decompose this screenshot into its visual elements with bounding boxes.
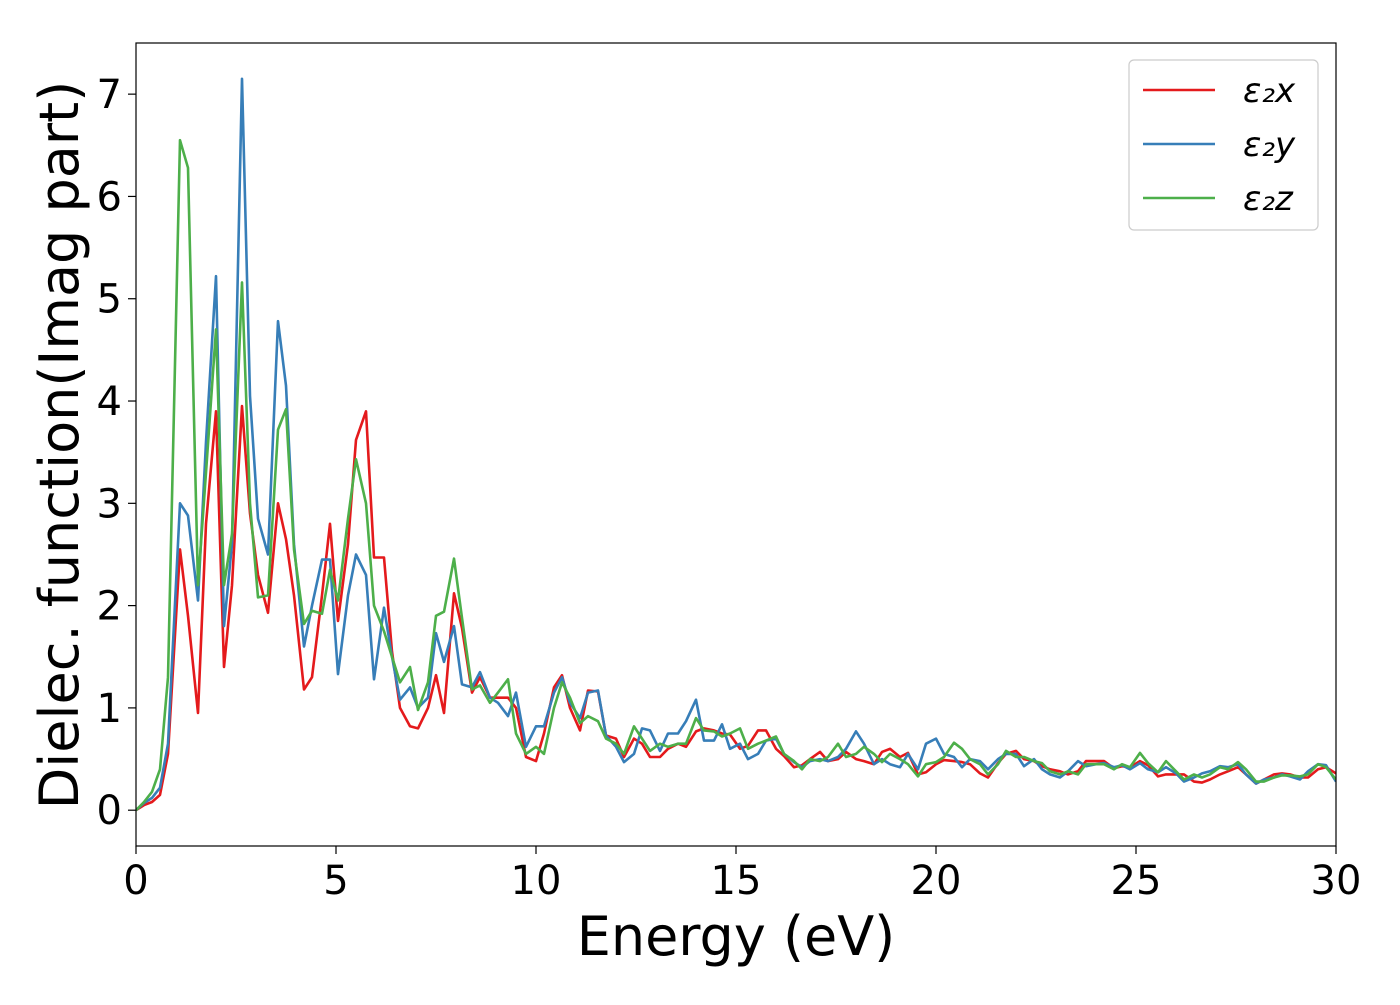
series-line-2 (136, 77, 1336, 812)
x-tick-label: 10 (511, 858, 562, 904)
legend-label-2: ε₂y (1243, 125, 1296, 165)
legend-label-1: ε₂x (1243, 71, 1296, 111)
y-tick-label: 4 (97, 379, 122, 425)
plot-layer (136, 77, 1336, 812)
axes-layer: 0 5 10 15 20 25 30 0 1 2 3 4 5 6 7 (97, 42, 1362, 904)
y-tick-label: 6 (97, 174, 122, 220)
x-tick-label: 25 (1111, 858, 1162, 904)
y-tick-label: 0 (97, 788, 122, 834)
y-tick-label: 3 (97, 481, 122, 527)
series-line-1 (136, 404, 1336, 812)
series-line-3 (136, 138, 1336, 812)
legend-box (1128, 59, 1319, 231)
x-axis-label: Energy (eV) (577, 905, 896, 968)
y-axis-label: Dielec. function(Imag part) (28, 81, 91, 810)
series-lines (136, 77, 1336, 812)
x-tick-label: 30 (1311, 858, 1362, 904)
legend: ε₂x ε₂y ε₂z (1128, 59, 1319, 231)
x-tick-label: 0 (123, 858, 148, 904)
x-tick-label: 20 (911, 858, 962, 904)
y-tick-label: 1 (97, 686, 122, 732)
x-tick-label: 15 (711, 858, 762, 904)
y-tick-label: 2 (97, 584, 122, 630)
y-tick-label: 5 (97, 277, 122, 323)
legend-label-3: ε₂z (1243, 179, 1294, 219)
x-tick-label: 5 (323, 858, 348, 904)
y-tick-label: 7 (97, 72, 122, 118)
